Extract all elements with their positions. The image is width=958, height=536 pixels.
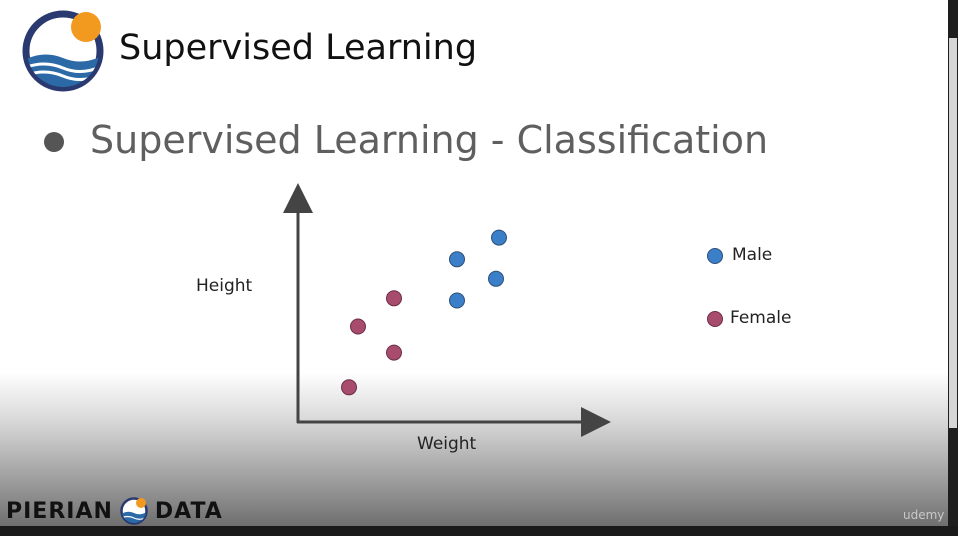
point-male-4	[449, 292, 465, 309]
slide: Supervised Learning Supervised Learning …	[0, 0, 948, 526]
point-male-3	[488, 270, 504, 287]
legend-label-male: Male	[732, 245, 772, 265]
bullet-dot	[44, 132, 64, 152]
footer-brand-right: DATA	[154, 498, 223, 524]
x-axis-label: Weight	[417, 434, 477, 454]
point-female-1	[386, 290, 402, 307]
bullet-text: Supervised Learning - Classification	[90, 118, 769, 162]
point-female-4	[341, 379, 357, 396]
slide-title: Supervised Learning	[119, 28, 478, 68]
data-points	[341, 229, 507, 396]
footer-brand: PIERIAN DATA	[6, 494, 223, 528]
footer-logo-icon	[120, 497, 148, 525]
scrollbar[interactable]	[948, 0, 958, 536]
legend-marker-male	[707, 248, 723, 264]
point-female-2	[350, 318, 366, 335]
scatter-plot: Height Weight Male Female	[196, 183, 791, 454]
legend: Male Female	[707, 245, 791, 328]
legend-marker-female	[707, 311, 723, 327]
footer-brand-left: PIERIAN	[6, 498, 113, 524]
point-male-1	[491, 229, 507, 246]
pierian-logo-icon	[22, 10, 104, 92]
y-axis-label: Height	[196, 276, 253, 296]
point-female-3	[386, 344, 402, 361]
udemy-watermark: udemy	[903, 508, 945, 522]
bottom-bar	[0, 526, 958, 536]
point-male-2	[449, 251, 465, 268]
legend-label-female: Female	[730, 308, 791, 328]
scrollbar-thumb[interactable]	[949, 38, 957, 428]
